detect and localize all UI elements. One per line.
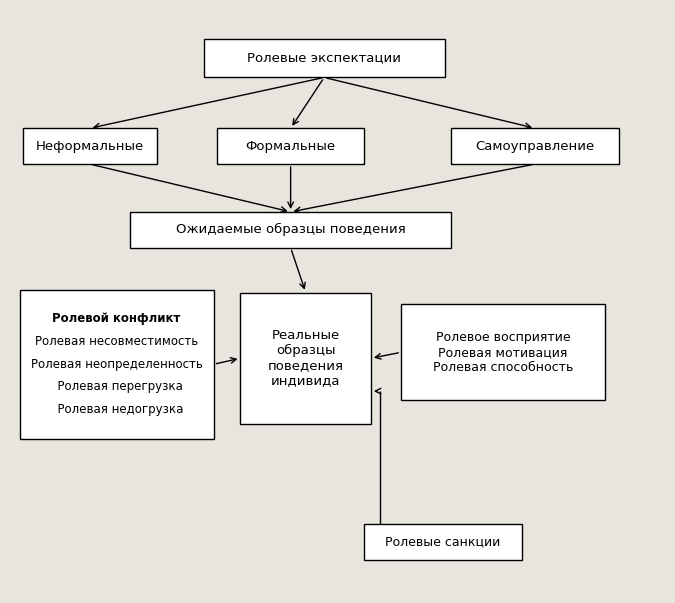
Text: Самоуправление: Самоуправление: [475, 140, 595, 153]
Text: Ролевые экспектации: Ролевые экспектации: [247, 51, 401, 65]
Text: Ожидаемые образцы поведения: Ожидаемые образцы поведения: [176, 223, 406, 236]
Text: Формальные: Формальные: [246, 140, 335, 153]
FancyBboxPatch shape: [217, 128, 364, 164]
FancyBboxPatch shape: [130, 212, 452, 248]
FancyBboxPatch shape: [23, 128, 157, 164]
Text: Ролевая недогрузка: Ролевая недогрузка: [50, 403, 184, 416]
FancyBboxPatch shape: [401, 305, 605, 400]
Text: Ролевая перегрузка: Ролевая перегрузка: [50, 380, 183, 393]
Text: Ролевая несовместимость: Ролевая несовместимость: [35, 335, 198, 348]
FancyBboxPatch shape: [204, 39, 445, 77]
FancyBboxPatch shape: [452, 128, 619, 164]
Text: Ролевая неопределенность: Ролевая неопределенность: [30, 358, 202, 371]
Text: Ролевое восприятие
Ролевая мотивация
Ролевая способность: Ролевое восприятие Ролевая мотивация Рол…: [433, 331, 573, 374]
Text: Ролевой конфликт: Ролевой конфликт: [53, 312, 181, 326]
Text: Ролевые санкции: Ролевые санкции: [385, 535, 501, 548]
FancyBboxPatch shape: [364, 524, 522, 560]
Text: Неформальные: Неформальные: [36, 140, 144, 153]
FancyBboxPatch shape: [240, 292, 371, 424]
Text: Реальные
образцы
поведения
индивида: Реальные образцы поведения индивида: [268, 329, 344, 387]
FancyBboxPatch shape: [20, 289, 214, 439]
